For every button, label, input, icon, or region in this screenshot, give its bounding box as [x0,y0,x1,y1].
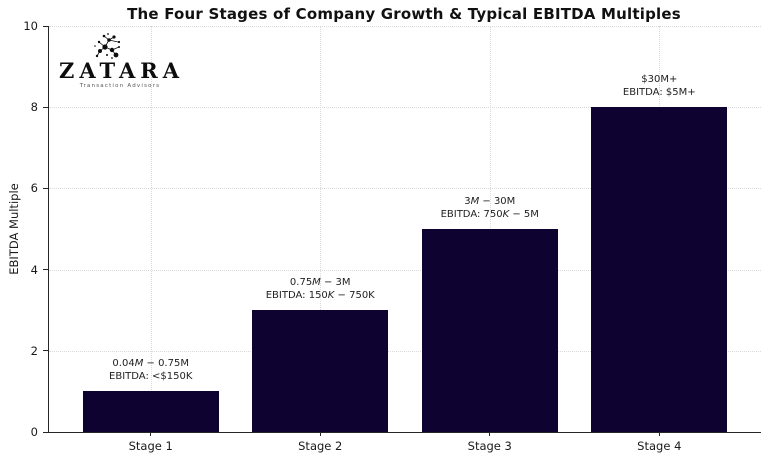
y-tick-label: 0 [30,425,38,439]
gridline-h [49,269,761,271]
gridline-v [150,26,152,432]
bar [252,310,389,432]
chart-title: The Four Stages of Company Growth & Typi… [127,5,681,23]
x-tick [489,432,491,436]
revenue-line: 0.04M − 0.75M [112,358,189,370]
x-tick-label: Stage 4 [637,439,682,453]
y-tick-label: 2 [30,343,38,358]
y-tick-label: 10 [23,19,38,33]
bar-annotation: $30M+ EBITDA: $5M+ [623,73,696,99]
plot-area: ZATARA Transaction Advisors 0 2 4 6 8 10 Stage… [23,19,761,453]
y-tick [43,25,48,27]
bar-annotation: 3M − 30M EBITDA: 750K − 5M [441,195,539,221]
y-axis-label: EBITDA Multiple [7,183,21,275]
x-tick-label: Stage 1 [128,439,173,453]
x-tick [658,432,660,436]
revenue-line: 3M − 30M [464,196,516,207]
bar [82,391,219,432]
y-tick [43,106,48,108]
zatara-logo-tagline: Transaction Advisors [79,83,161,89]
bar [421,229,558,432]
y-tick [43,431,48,433]
ebitda-line: EBITDA: 150K − 750K [265,290,375,302]
y-tick-label: 4 [30,262,38,277]
bar-annotation: 0.75M − 3M EBITDA: 150K − 750K [266,276,375,302]
x-tick [150,432,152,436]
x-tick-label: Stage 2 [298,439,343,453]
revenue-line: 0.75M − 3M [289,277,351,289]
y-tick-label: 8 [30,100,38,115]
y-tick [43,350,48,352]
gridline-v [320,26,322,432]
y-tick-label: 6 [30,181,38,196]
zatara-logo-mark [94,33,121,59]
gridline-h [49,26,761,27]
gridline-h [49,350,761,352]
bar [591,107,728,432]
ebitda-line: EBITDA: 750K − 5M [440,209,539,220]
revenue-line: $30M+ [641,74,678,86]
ebitda-line: EBITDA: $5M+ [622,87,696,99]
ebitda-line: EBITDA: <$150K [109,371,193,383]
x-tick [319,432,321,436]
x-tick-label: Stage 3 [467,439,512,453]
zatara-logo-text: ZATARA [59,58,184,83]
gridline-h [49,107,761,109]
gridline-h [49,188,761,190]
y-tick [43,187,48,190]
zatara-logo: ZATARA Transaction Advisors [59,32,189,89]
y-tick [43,269,48,271]
bar-annotation: 0.04M − 0.75M EBITDA: <$150K [109,357,192,383]
